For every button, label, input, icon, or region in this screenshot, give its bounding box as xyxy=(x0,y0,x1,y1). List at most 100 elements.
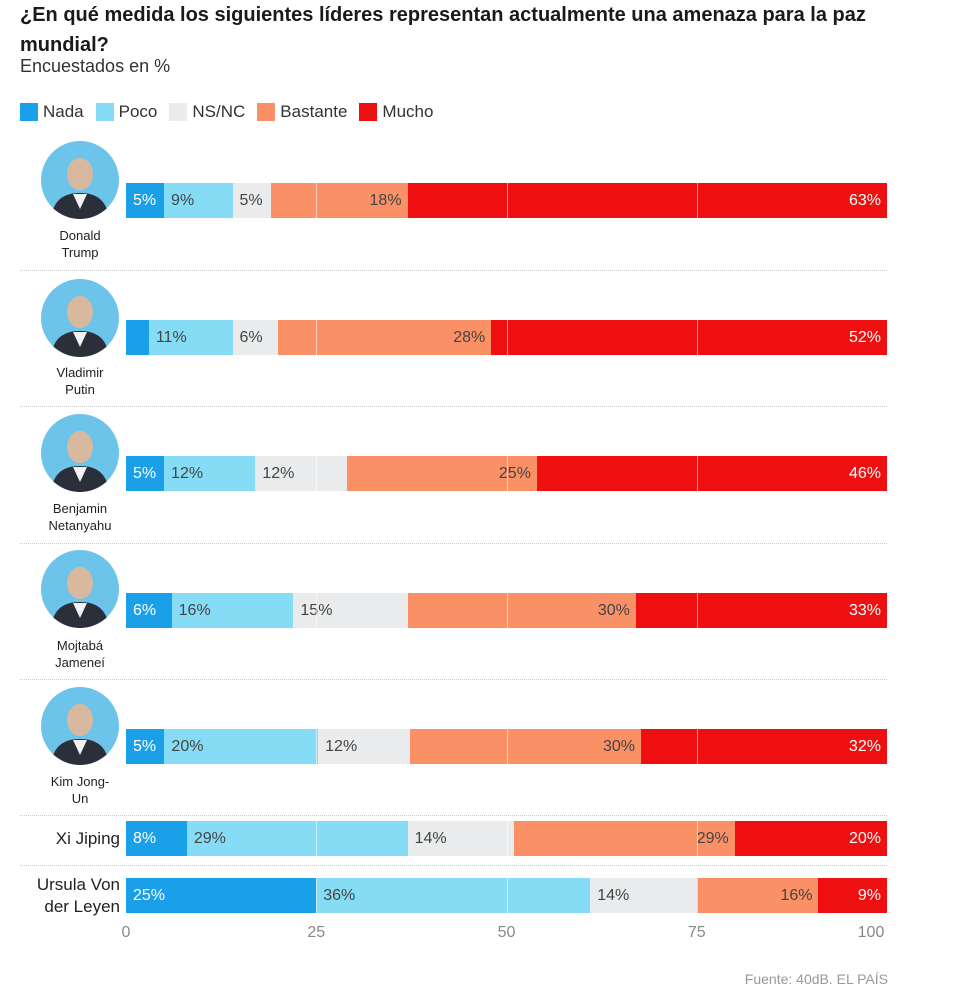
bar-ursula-von-der-leyen: 25% 36% 14% 16% 9% xyxy=(126,878,887,913)
legend-label: NS/NC xyxy=(192,102,246,121)
portrait-donald-trump xyxy=(41,141,119,219)
data-label: 20% xyxy=(171,738,204,755)
bar-segment-bastante: 30% xyxy=(410,729,641,764)
bar-donald-trump: 5% 9% 5% 18% 63% xyxy=(126,183,887,218)
bar-segment-bastante: 18% xyxy=(270,183,408,218)
bar-segment-nsnc: 12% xyxy=(318,729,411,764)
data-label: 18% xyxy=(369,192,402,209)
row-separator xyxy=(20,815,887,816)
bar-xi-jiping: 8% 29% 14% 29% 20% xyxy=(126,821,887,856)
bar-segment-mucho: 20% xyxy=(734,821,887,856)
row-separator xyxy=(20,679,887,680)
leader-name-line: Kim Jong- xyxy=(50,774,110,789)
bar-segment-poco: 12% xyxy=(164,456,256,491)
data-label: 32% xyxy=(848,738,881,755)
gridline xyxy=(506,821,508,856)
bar-segment-nada: 5% xyxy=(126,456,165,491)
leader-name-kim-jong-un: Kim Jong- Un xyxy=(30,773,130,807)
gridline xyxy=(696,456,698,491)
gridline xyxy=(316,729,318,764)
gridline xyxy=(506,593,508,628)
leader-name-line: Donald xyxy=(59,228,101,243)
data-label: 6% xyxy=(133,602,157,619)
bar-segment-nsnc: 12% xyxy=(255,456,347,491)
legend-item-nada: Nada xyxy=(20,102,84,122)
gridline xyxy=(696,320,698,355)
bar-segment-mucho: 9% xyxy=(818,878,887,913)
leader-name-donald-trump: Donald Trump xyxy=(30,227,130,261)
gridline xyxy=(506,456,508,491)
legend-swatch xyxy=(169,103,188,121)
legend-label: Bastante xyxy=(280,102,348,121)
bar-segment-mucho: 33% xyxy=(635,593,887,628)
bar-segment-poco: 16% xyxy=(171,593,294,628)
data-label: 12% xyxy=(262,465,295,482)
gridline xyxy=(696,183,698,218)
bar-benjamin-netanyahu: 5% 12% 12% 25% 46% xyxy=(126,456,887,491)
leader-name-line: der Leyen xyxy=(44,896,120,916)
bar-segment-nsnc: 6% xyxy=(232,320,279,355)
legend-swatch xyxy=(95,103,114,121)
data-label: 46% xyxy=(848,465,881,482)
leader-name-line: Putin xyxy=(65,382,95,397)
leader-name-line: Vladimir xyxy=(56,365,104,380)
leader-name-mojtaba-jamenei: Mojtabá Jameneí xyxy=(30,637,130,671)
data-label: 30% xyxy=(597,602,630,619)
leader-name-line: Jameneí xyxy=(55,655,105,670)
data-label: 5% xyxy=(133,738,157,755)
bar-segment-nada: 8% xyxy=(126,821,187,856)
legend-swatch xyxy=(359,103,378,121)
legend-label: Nada xyxy=(43,102,84,121)
data-label: 63% xyxy=(848,192,881,209)
chart-subtitle: Encuestados en % xyxy=(20,56,171,76)
data-label: 9% xyxy=(857,887,881,904)
data-label: 16% xyxy=(780,887,813,904)
gridline xyxy=(696,878,698,913)
data-label: 14% xyxy=(414,830,447,847)
data-label: 9% xyxy=(171,192,195,209)
legend: Nada Poco NS/NC Bastante Mucho xyxy=(20,101,445,123)
data-label: 5% xyxy=(133,465,157,482)
portrait-benjamin-netanyahu xyxy=(41,414,119,492)
source-note: Fuente: 40dB. EL PAÍS xyxy=(744,971,888,987)
data-label: 29% xyxy=(696,830,729,847)
bar-segment-nsnc: 5% xyxy=(232,183,271,218)
gridline xyxy=(696,593,698,628)
data-label: 12% xyxy=(325,738,358,755)
leader-name-ursula-von-der-leyen: Ursula Von der Leyen xyxy=(18,874,120,918)
bar-segment-poco: 20% xyxy=(164,729,319,764)
data-label: 8% xyxy=(133,830,157,847)
data-label: 25% xyxy=(133,887,166,904)
gridline xyxy=(506,183,508,218)
gridline xyxy=(316,320,318,355)
bar-segment-nsnc: 14% xyxy=(407,821,515,856)
gridline xyxy=(316,183,318,218)
bar-segment-mucho: 52% xyxy=(491,320,887,355)
leader-name-xi-jiping: Xi Jiping xyxy=(18,828,120,850)
data-label: 12% xyxy=(171,465,204,482)
row-separator xyxy=(20,270,887,271)
bar-segment-nada: 25% xyxy=(126,878,317,913)
data-label: 52% xyxy=(848,329,881,346)
bar-segment-nsnc: 14% xyxy=(590,878,697,913)
legend-item-nsnc: NS/NC xyxy=(169,102,245,122)
legend-swatch xyxy=(20,103,38,121)
data-label: 16% xyxy=(178,602,211,619)
data-label: 29% xyxy=(193,830,226,847)
gridline xyxy=(696,729,698,764)
bar-segment-nada: 6% xyxy=(126,593,172,628)
leader-name-line: Trump xyxy=(61,245,99,260)
bar-segment-bastante: 25% xyxy=(346,456,537,491)
legend-label: Poco xyxy=(118,102,158,121)
data-label: 6% xyxy=(239,329,263,346)
data-label: 28% xyxy=(453,329,486,346)
data-label: 33% xyxy=(848,602,881,619)
row-separator xyxy=(20,865,887,866)
leader-name-line: Netanyahu xyxy=(48,518,112,533)
leader-name-line: Ursula Von xyxy=(36,874,120,894)
leader-name-line: Xi Jiping xyxy=(55,828,120,848)
data-label: 5% xyxy=(239,192,263,209)
gridline xyxy=(316,593,318,628)
leader-name-line: Benjamin xyxy=(52,501,108,516)
data-label: 36% xyxy=(323,887,356,904)
